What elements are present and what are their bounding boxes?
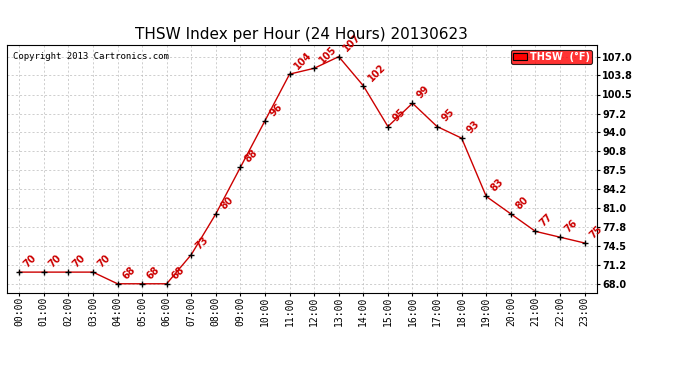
- Text: 83: 83: [489, 177, 506, 194]
- Text: 80: 80: [513, 194, 531, 211]
- Text: 102: 102: [366, 62, 388, 83]
- Text: 73: 73: [194, 235, 210, 252]
- Legend: THSW  (°F): THSW (°F): [511, 50, 592, 64]
- Text: 99: 99: [415, 84, 432, 100]
- Text: 70: 70: [46, 253, 63, 269]
- Text: 68: 68: [145, 264, 161, 281]
- Text: 107: 107: [342, 33, 363, 54]
- Title: THSW Index per Hour (24 Hours) 20130623: THSW Index per Hour (24 Hours) 20130623: [135, 27, 469, 42]
- Text: 68: 68: [170, 264, 186, 281]
- Text: 88: 88: [243, 148, 260, 165]
- Text: 80: 80: [219, 194, 235, 211]
- Text: 70: 70: [71, 253, 88, 269]
- Text: 104: 104: [293, 50, 314, 71]
- Text: 95: 95: [391, 107, 407, 124]
- Text: 68: 68: [120, 264, 137, 281]
- Text: 70: 70: [22, 253, 39, 269]
- Text: 77: 77: [538, 212, 555, 229]
- Text: 70: 70: [96, 253, 112, 269]
- Text: 105: 105: [317, 44, 338, 66]
- Text: 93: 93: [464, 119, 481, 135]
- Text: Copyright 2013 Cartronics.com: Copyright 2013 Cartronics.com: [13, 53, 168, 62]
- Text: 96: 96: [268, 101, 284, 118]
- Text: 76: 76: [563, 218, 580, 234]
- Text: 75: 75: [587, 224, 604, 240]
- Text: 95: 95: [440, 107, 457, 124]
